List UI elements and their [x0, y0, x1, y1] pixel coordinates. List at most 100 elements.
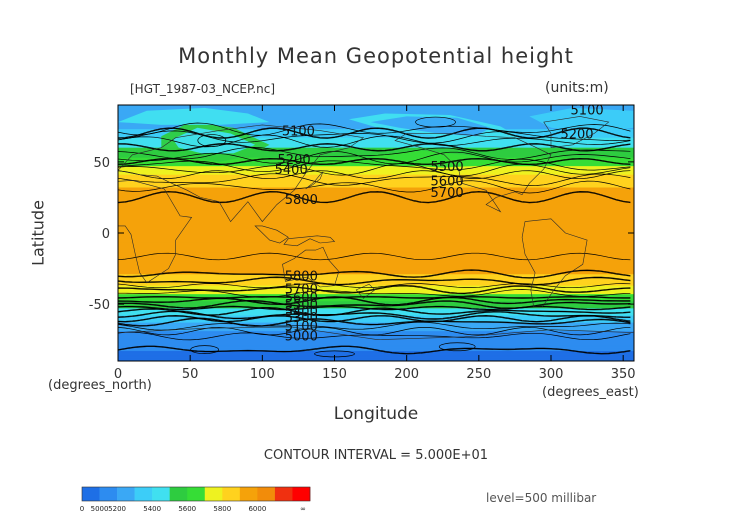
heatmap-row — [118, 227, 634, 230]
colorbar-tick-label: 5000 — [91, 505, 109, 513]
heatmap-row — [118, 237, 634, 240]
coastline — [254, 225, 289, 244]
contour-interval-note: CONTOUR INTERVAL = 5.000E+01 — [263, 448, 489, 463]
contour-line — [118, 317, 631, 327]
contour-line — [118, 151, 631, 165]
contour-loop — [197, 134, 227, 147]
heatmap-row — [118, 126, 634, 129]
heatmap-row — [118, 314, 634, 317]
heatmap-row — [118, 355, 634, 358]
contour-label: 5100 — [571, 103, 604, 118]
coastline — [118, 326, 634, 341]
contour-label: 5100 — [285, 319, 318, 334]
contour-label: 5800 — [285, 193, 318, 208]
colorbar-swatch — [204, 487, 223, 501]
heatmap-row — [118, 299, 634, 302]
heatmap-row — [118, 224, 634, 227]
contour-line — [118, 315, 631, 322]
heatmap-row — [118, 109, 634, 112]
heatmap-row — [118, 130, 634, 133]
heatmap-row — [118, 309, 634, 312]
heatmap-row — [118, 328, 634, 331]
heatmap-row — [118, 231, 634, 234]
contour-line — [118, 157, 631, 165]
anomaly-region — [172, 127, 256, 154]
contour-line — [118, 305, 631, 310]
heatmap-row — [118, 274, 634, 277]
heatmap-row — [118, 268, 634, 271]
heatmap-row — [118, 137, 634, 140]
heatmap-row — [118, 184, 634, 187]
contour-line — [118, 345, 631, 354]
heatmap-row — [118, 342, 634, 345]
contour-line — [118, 277, 631, 286]
contour-label: 5300 — [285, 311, 318, 326]
colorbar-tick-label: 5400 — [143, 505, 161, 513]
contour-label: 5700 — [285, 282, 318, 297]
contour-line — [118, 331, 631, 341]
contour-line — [118, 147, 631, 160]
contour-line — [118, 276, 631, 285]
heatmap-row — [118, 281, 634, 284]
heatmap-row — [118, 353, 634, 356]
heatmap-row — [118, 346, 634, 349]
coastline — [283, 235, 336, 247]
heatmap-row — [118, 252, 634, 255]
contour-label: 5500 — [285, 298, 318, 313]
heatmap-row — [118, 181, 634, 184]
heatmap-row — [118, 261, 634, 264]
heatmap-row — [118, 318, 634, 321]
coastlines — [118, 116, 634, 341]
heatmap-row — [118, 234, 634, 237]
heatmap-row — [118, 278, 634, 281]
contour-line — [118, 180, 631, 194]
heatmap-row — [118, 198, 634, 201]
contour-label: 5200 — [278, 153, 311, 168]
heatmap-row — [118, 139, 634, 142]
contour-line — [118, 321, 631, 331]
contour-line — [118, 143, 631, 152]
heatmap-row — [118, 325, 634, 328]
heatmap-row — [118, 233, 634, 236]
heatmap-row — [118, 223, 634, 226]
contour-line — [118, 127, 631, 139]
colorbar-frame — [81, 486, 311, 502]
heatmap-row — [118, 329, 634, 332]
heatmap-row — [118, 343, 634, 346]
contour-line — [118, 346, 631, 355]
colorbar-tick-label: 5800 — [213, 505, 231, 513]
heatmap-row — [118, 332, 634, 335]
heatmap-row — [118, 214, 634, 217]
heatmap-row — [118, 203, 634, 206]
heatmap-row — [118, 207, 634, 210]
colorbar-swatch — [222, 487, 241, 501]
heatmap-row — [118, 217, 634, 220]
heatmap-row — [118, 204, 634, 207]
heatmap-row — [118, 277, 634, 280]
heatmap-row — [118, 146, 634, 149]
heatmap-row — [118, 240, 634, 243]
coastline — [118, 180, 193, 284]
contour-line — [118, 170, 631, 180]
heatmap-row — [118, 358, 634, 361]
heatmap-row — [118, 248, 634, 251]
heatmap-row — [118, 140, 634, 143]
heatmap-row — [118, 289, 634, 292]
contour-line — [118, 173, 631, 186]
heatmap-row — [118, 356, 634, 359]
heatmap-row — [118, 176, 634, 179]
units-label: (units:m) — [545, 80, 609, 96]
contour-line — [118, 296, 631, 305]
colorbar-tick-label: 6000 — [248, 505, 266, 513]
contour-line — [118, 285, 631, 295]
colorbar-swatch — [239, 487, 258, 501]
colorbar-tick-label: ∞ — [300, 505, 306, 513]
heatmap-row — [118, 255, 634, 258]
contour-line — [118, 269, 631, 278]
heatmap-row — [118, 264, 634, 267]
heatmap-row — [118, 113, 634, 116]
contour-label: 5000 — [285, 329, 318, 344]
heatmap-row — [118, 352, 634, 355]
